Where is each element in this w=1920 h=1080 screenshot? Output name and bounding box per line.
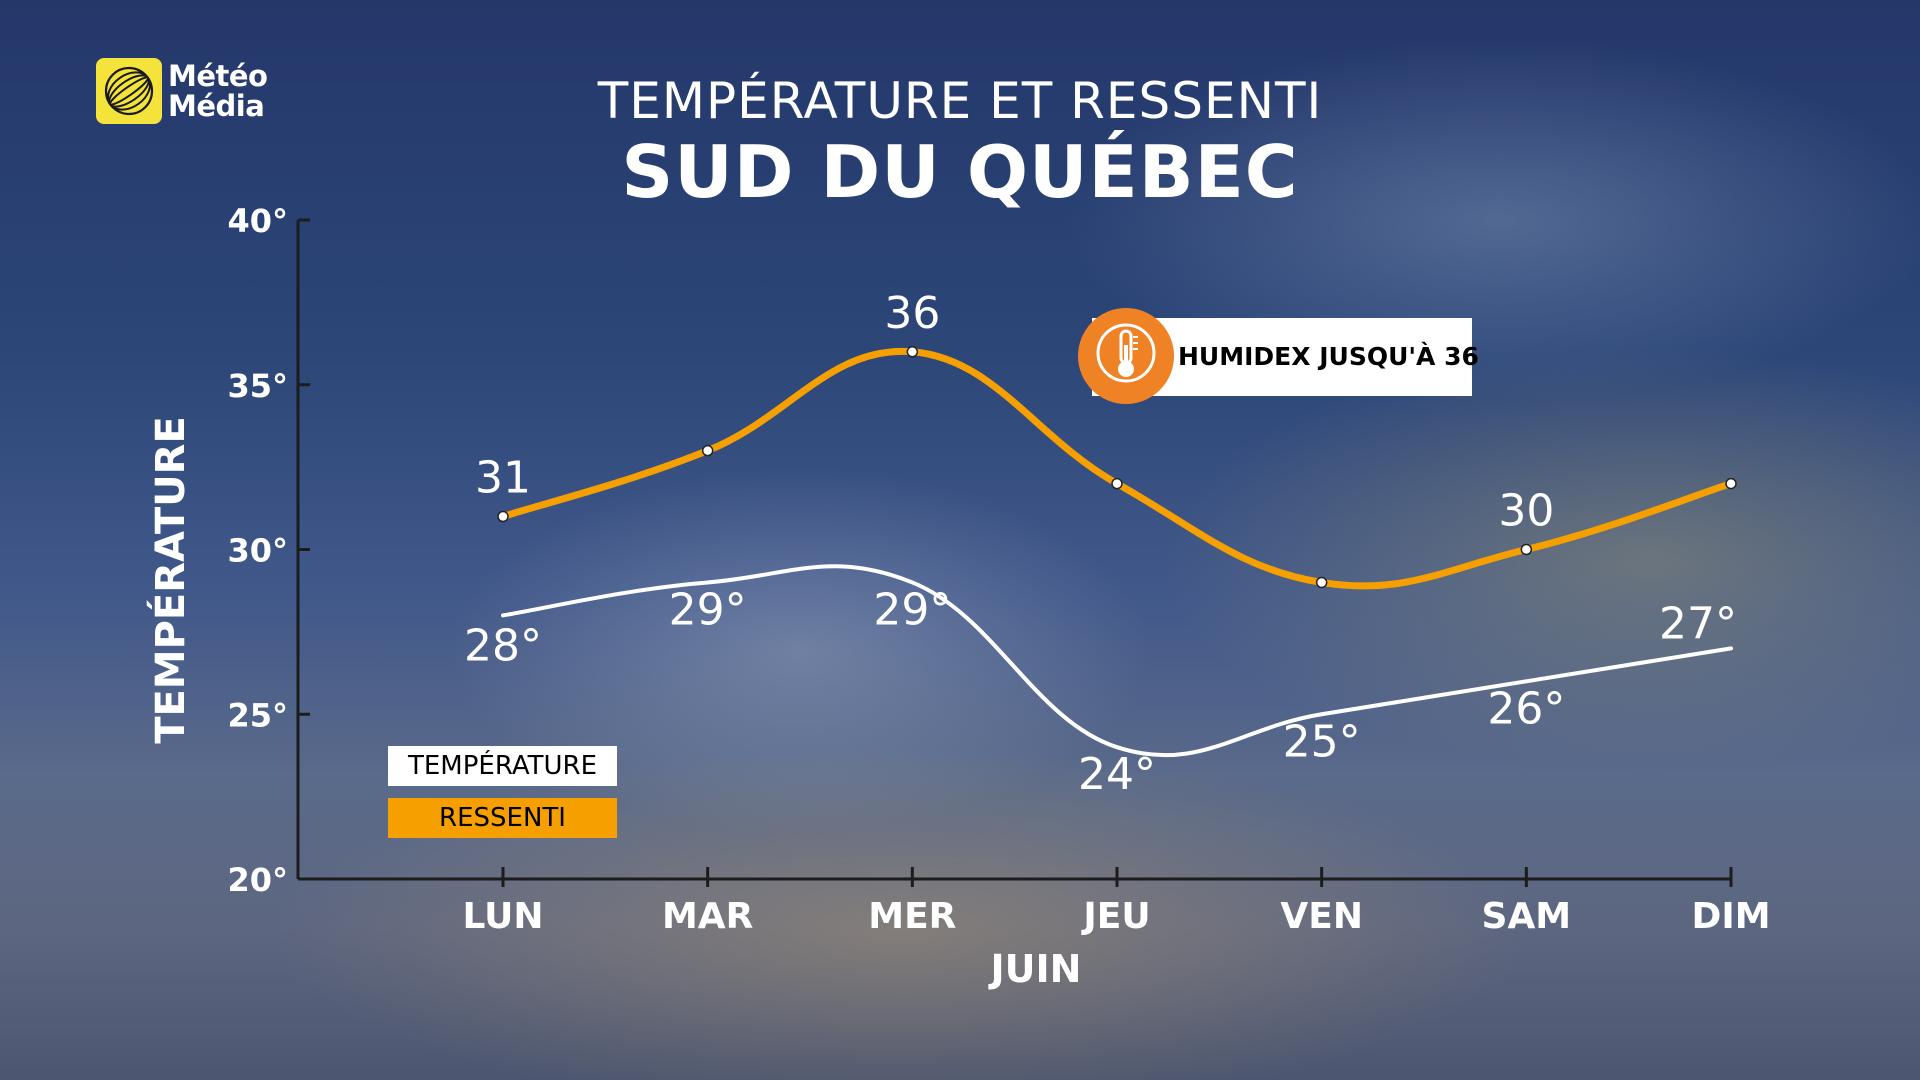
temperature-data-label: 29° bbox=[669, 584, 747, 635]
logo-line2: Média bbox=[168, 89, 265, 123]
x-tick-label: VEN bbox=[1280, 896, 1363, 937]
ressenti-data-label: 30 bbox=[1498, 486, 1554, 537]
x-tick-label: MER bbox=[868, 896, 956, 937]
temperature-line bbox=[501, 564, 1733, 758]
temperature-data-label: 26° bbox=[1487, 683, 1565, 734]
temperature-data-label: 24° bbox=[1078, 749, 1156, 800]
ressenti-point bbox=[1315, 576, 1328, 589]
legend-ressenti: RESSENTI bbox=[388, 798, 617, 838]
temperature-data-label: 25° bbox=[1283, 716, 1361, 767]
ressenti-point bbox=[1725, 477, 1737, 490]
chart-supertitle: TEMPÉRATURE ET RESSENTI bbox=[597, 72, 1323, 130]
x-tick-label: SAM bbox=[1482, 896, 1572, 937]
ressenti-data-label: 36 bbox=[884, 288, 940, 339]
temperature-data-label: 28° bbox=[464, 620, 542, 671]
humidex-callout-text: HUMIDEX JUSQU'À 36 bbox=[1178, 342, 1479, 371]
data-points bbox=[497, 346, 1737, 589]
data-labels: 31 36 30 28° 29° 29° 24° 25° 26° 27° bbox=[464, 288, 1737, 800]
x-tick-label: JEU bbox=[1080, 896, 1150, 937]
y-axis-title: TEMPÉRATURE bbox=[146, 416, 194, 744]
meteomedia-logo: Météo Média bbox=[96, 58, 268, 124]
temperature-data-label: 29° bbox=[873, 584, 951, 635]
ressenti-point bbox=[497, 510, 509, 523]
x-axis-title: JUIN bbox=[988, 947, 1082, 991]
ressenti-point bbox=[1520, 543, 1533, 556]
legend-temperature: TEMPÉRATURE bbox=[388, 746, 617, 786]
x-tick-label: LUN bbox=[462, 896, 543, 937]
ressenti-data-label: 31 bbox=[475, 453, 531, 504]
globe-icon bbox=[96, 58, 162, 124]
x-axis-ticks: LUN MAR MER JEU VEN SAM DIM bbox=[462, 867, 1771, 937]
y-tick-label: 25° bbox=[227, 696, 288, 734]
y-tick-label: 20° bbox=[227, 861, 288, 899]
x-tick-label: MAR bbox=[662, 896, 753, 937]
y-tick-label: 35° bbox=[227, 367, 288, 405]
y-axis-ticks: 20° 25° 30° 35° 40° bbox=[227, 202, 310, 899]
ressenti-point bbox=[1111, 477, 1123, 490]
ressenti-point bbox=[701, 444, 714, 457]
x-tick-label: DIM bbox=[1691, 896, 1770, 937]
chart-title: SUD DU QUÉBEC bbox=[621, 130, 1299, 214]
logo-line1: Météo bbox=[168, 59, 268, 93]
temperature-data-label: 27° bbox=[1659, 598, 1737, 649]
thermometer-icon bbox=[1078, 308, 1174, 404]
ressenti-point bbox=[906, 346, 919, 358]
y-tick-label: 40° bbox=[227, 202, 288, 240]
y-tick-label: 30° bbox=[227, 532, 288, 570]
